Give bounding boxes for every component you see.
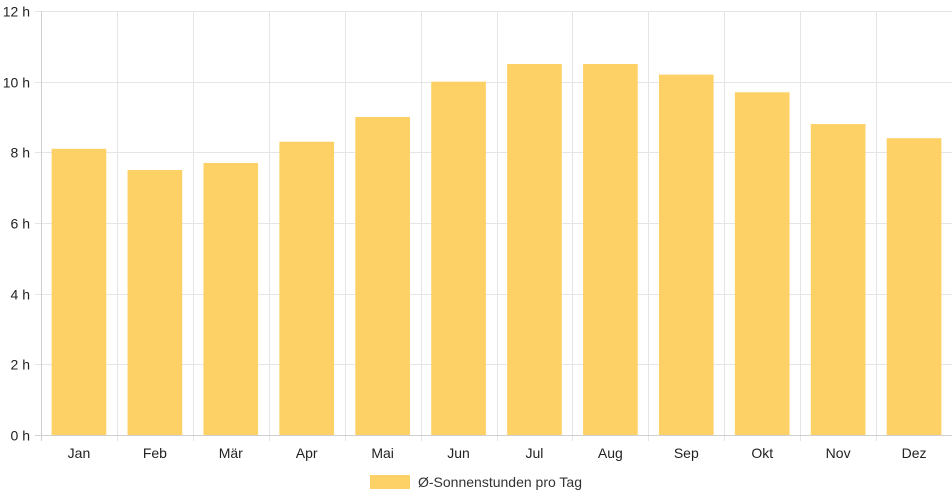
y-tick-label: 8 h: [11, 145, 30, 161]
y-tick-label: 2 h: [11, 357, 30, 373]
y-axis-labels: 0 h 2 h 4 h 6 h 8 h 10 h 12 h: [3, 4, 30, 444]
y-tick-label: 12 h: [3, 4, 30, 20]
bar-jul[interactable]: [507, 64, 562, 435]
legend[interactable]: Ø-Sonnenstunden pro Tag: [370, 474, 582, 490]
bar-mär[interactable]: [203, 162, 259, 435]
axis-layer: [35, 11, 952, 441]
bars-layer: [51, 64, 942, 436]
y-tick-label: 0 h: [11, 428, 30, 444]
grid-layer: [35, 11, 952, 441]
x-axis-labels: Jan Feb Mär Apr Mai Jun Jul Aug Sep Okt Nov Dez: [68, 445, 927, 461]
x-tick-label: Sep: [674, 445, 699, 461]
bar-sep[interactable]: [658, 74, 714, 435]
x-tick-label: Jul: [526, 445, 544, 461]
x-tick-label: Nov: [826, 445, 851, 461]
bar-aug[interactable]: [583, 64, 638, 435]
y-tick-label: 10 h: [3, 75, 30, 91]
x-tick-label: Okt: [751, 445, 773, 461]
x-tick-label: Jan: [68, 445, 91, 461]
legend-label[interactable]: Ø-Sonnenstunden pro Tag: [418, 474, 582, 490]
y-tick-label: 4 h: [11, 287, 30, 303]
bar-apr[interactable]: [279, 141, 335, 436]
x-tick-label: Mai: [371, 445, 394, 461]
bar-jan[interactable]: [51, 148, 107, 436]
bar-feb[interactable]: [127, 170, 183, 435]
x-tick-label: Jun: [447, 445, 470, 461]
y-tick-label: 6 h: [11, 216, 30, 232]
bar-mai[interactable]: [355, 117, 410, 435]
x-tick-label: Aug: [598, 445, 623, 461]
x-tick-label: Mär: [219, 445, 243, 461]
bar-nov[interactable]: [810, 124, 866, 435]
bar-dez[interactable]: [886, 138, 942, 435]
legend-swatch[interactable]: [370, 475, 410, 489]
bar-jun[interactable]: [431, 81, 486, 436]
bar-okt[interactable]: [734, 92, 790, 436]
x-tick-label: Feb: [143, 445, 167, 461]
x-tick-label: Dez: [902, 445, 927, 461]
x-tick-label: Apr: [296, 445, 318, 461]
